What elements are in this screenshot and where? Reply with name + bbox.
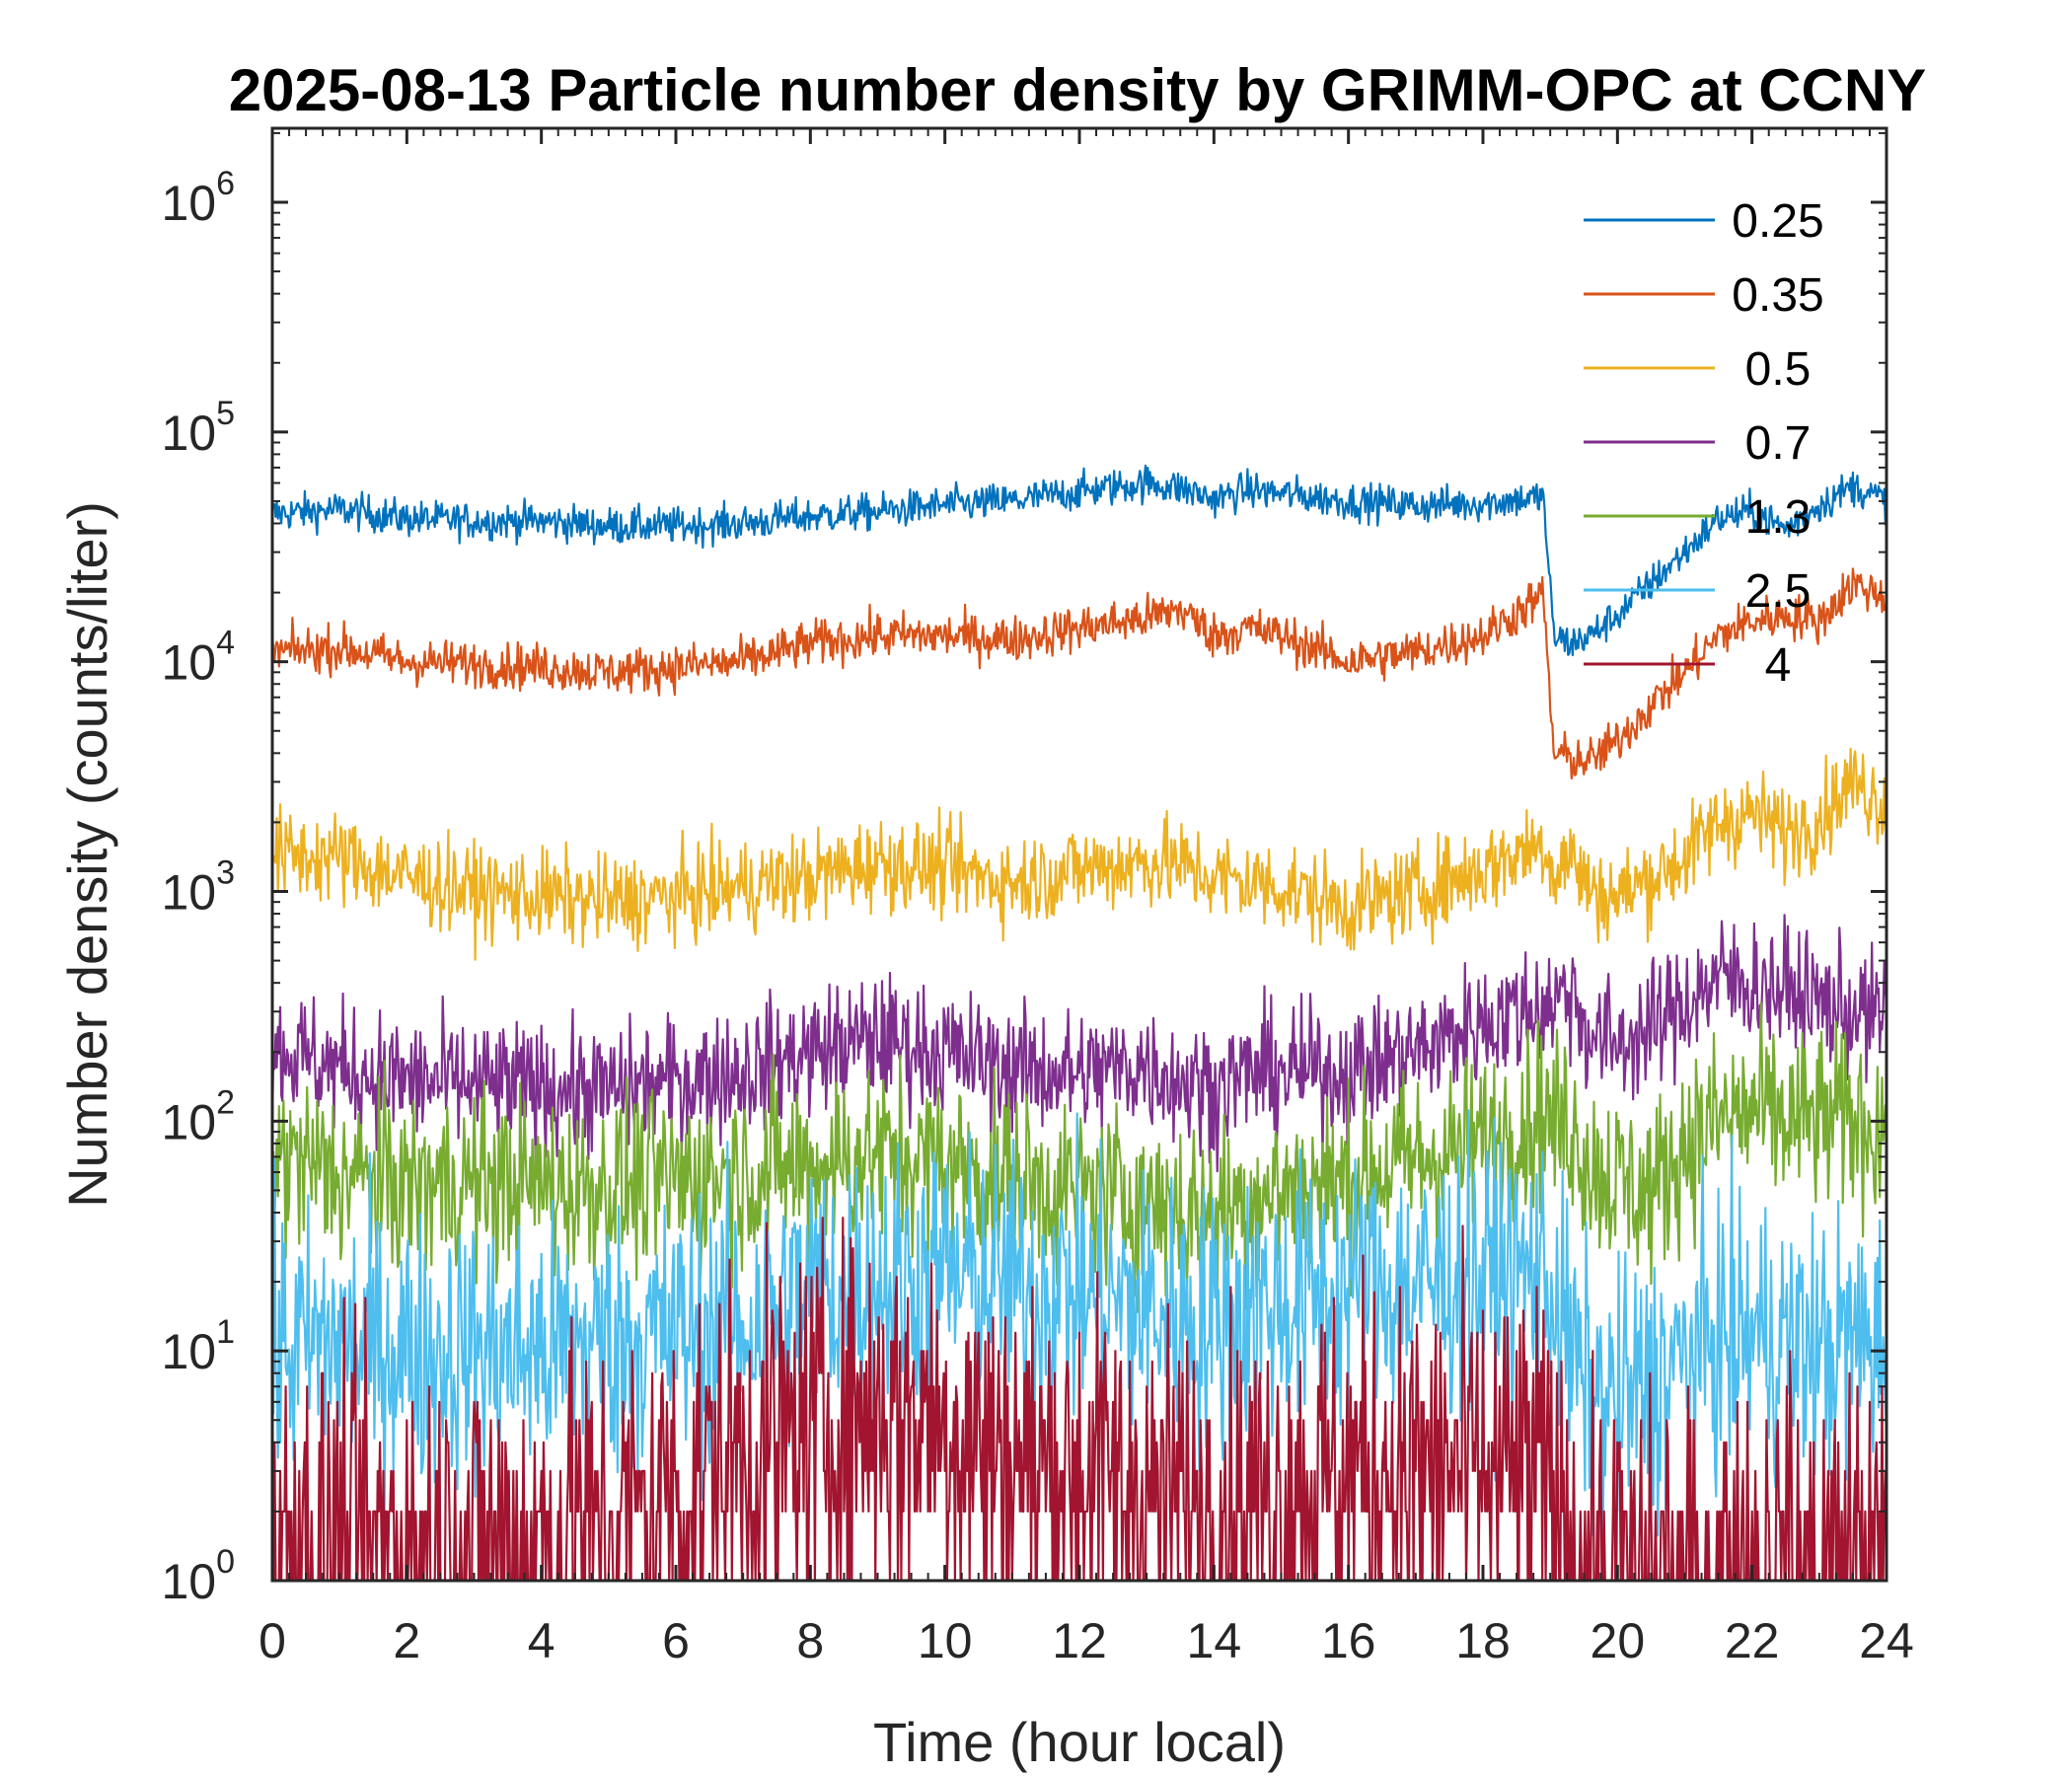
y-tick-label: 102 [161, 1083, 235, 1149]
legend-label-4: 4 [1765, 639, 1792, 692]
x-tick-label: 20 [1591, 1613, 1646, 1668]
y-tick-label: 105 [161, 395, 235, 461]
x-tick-label: 2 [393, 1613, 420, 1668]
y-tick-label: 100 [161, 1543, 235, 1609]
y-tick-label: 106 [161, 165, 235, 231]
x-tick-label: 6 [662, 1613, 690, 1668]
series-line-0-7 [272, 914, 1887, 1173]
x-tick-label: 12 [1052, 1613, 1107, 1668]
x-tick-label: 10 [918, 1613, 973, 1668]
legend-label-0-35: 0.35 [1732, 269, 1823, 322]
x-tick-label: 4 [528, 1613, 555, 1668]
x-tick-label: 22 [1725, 1613, 1780, 1668]
y-tick-label: 104 [161, 625, 235, 691]
legend-label-2-5: 2.5 [1745, 565, 1812, 618]
series-line-0-5 [272, 747, 1887, 961]
legend: 0.25 0.35 0.5 0.7 1.3 2.5 4 [1584, 195, 1824, 692]
legend-label-0-25: 0.25 [1732, 195, 1823, 248]
x-axis-label: Time (hour local) [873, 1711, 1286, 1773]
series-layer [272, 464, 1887, 1581]
chart-title: 2025-08-13 Particle number density by GR… [229, 57, 1927, 123]
series-line-0-35 [272, 567, 1887, 780]
x-tick-label: 24 [1859, 1613, 1914, 1668]
y-axis-label: Number density (counts/liter) [56, 501, 118, 1208]
series-line-4 [272, 1217, 1887, 1581]
x-tick-label: 14 [1187, 1613, 1242, 1668]
legend-label-0-7: 0.7 [1745, 417, 1812, 470]
y-axis: 100 101 102 103 104 105 106 [161, 131, 1887, 1609]
legend-label-1-3: 1.3 [1745, 491, 1812, 544]
series-line-0-25 [272, 464, 1887, 657]
x-tick-label: 0 [259, 1613, 286, 1668]
y-tick-label: 101 [161, 1313, 235, 1379]
y-tick-label: 103 [161, 854, 235, 921]
legend-label-0-5: 0.5 [1745, 343, 1812, 396]
x-axis: 0 2 4 6 8 10 12 14 16 18 20 22 24 [259, 128, 1914, 1668]
series-line-1-3 [272, 1001, 1887, 1313]
x-tick-label: 16 [1321, 1613, 1376, 1668]
x-tick-label: 18 [1455, 1613, 1511, 1668]
x-tick-label: 8 [796, 1613, 824, 1668]
